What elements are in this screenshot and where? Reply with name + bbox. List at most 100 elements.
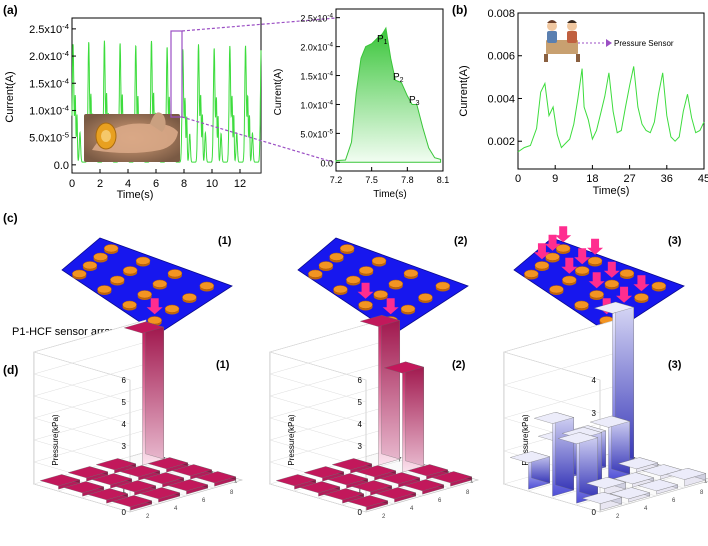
series-line [517, 66, 705, 153]
bar-top [67, 466, 109, 479]
z-grid [33, 341, 147, 375]
z-tick-label: 4 [122, 420, 127, 429]
x-tick-label: 27 [623, 173, 635, 185]
bar-top [87, 488, 129, 501]
y-tick-label: 1.0x10-4 [29, 103, 70, 117]
pressure-arrow-icon [357, 282, 374, 299]
sensor-dot [167, 269, 183, 278]
bar-top [299, 481, 341, 494]
bar-top [147, 457, 189, 470]
x-axis-label: Time(s) [373, 189, 407, 200]
z-grid [33, 385, 147, 419]
bar3d-chart-1: 012345621436587Pressure(kPa) [32, 319, 244, 520]
y-tick-label: 2.5x10-4 [300, 13, 333, 24]
bar-top [123, 321, 165, 334]
bar-chart-3-label: (3) [668, 359, 682, 371]
z-tick-label: 1 [122, 486, 127, 495]
x-tick-label: 7.5 [365, 175, 378, 185]
bar-top [617, 457, 659, 470]
z-tick-label: 0 [592, 508, 597, 517]
z-grid [503, 483, 601, 513]
z-grid [269, 373, 367, 403]
bar-top [383, 361, 425, 374]
bar-top [609, 487, 651, 500]
x-tick-label: 4 [174, 506, 178, 512]
pressure-arrow-icon [146, 298, 163, 315]
y-tick-label: 1 [234, 479, 238, 485]
sensor-dot [549, 285, 564, 294]
bar-top [347, 495, 389, 508]
bar-top [303, 466, 345, 479]
zoom-connector-top [181, 17, 337, 32]
sensor-dot [346, 275, 361, 284]
bar-side [381, 315, 400, 460]
sensor-dot [587, 256, 603, 265]
z-tick-label: 3 [122, 442, 127, 451]
sensor-array-3 [513, 226, 685, 335]
sensor-dot [308, 269, 323, 278]
z-grid [269, 395, 367, 425]
sensor-dot [82, 261, 98, 270]
bar-top [323, 488, 365, 501]
x-tick-label: 6 [438, 498, 442, 504]
y-tick-label: 1.5x10-4 [29, 76, 70, 90]
axes-frame [335, 8, 444, 172]
z-tick-label: 3 [358, 442, 363, 451]
x-tick-label: 0 [69, 178, 75, 190]
sensor-dot [400, 304, 416, 313]
x-tick-label: 8.1 [437, 175, 450, 185]
z-grid [269, 341, 383, 375]
sensor-dot [403, 269, 419, 278]
z-grid [503, 385, 617, 419]
z-grid [269, 483, 367, 513]
pressure-arrow-icon [574, 248, 591, 265]
bar-top [63, 481, 105, 494]
sensor-dot [135, 256, 151, 265]
sensor-dot [93, 252, 108, 261]
sensor-dot [122, 266, 138, 275]
bar-top [167, 479, 209, 492]
x-tick-label: 8 [466, 490, 470, 496]
z-grid [503, 384, 601, 414]
y-tick-label: 2.5x10-4 [29, 22, 70, 36]
sensor-dot [371, 256, 387, 265]
pressure-arrow-icon [561, 257, 578, 274]
sensor-dot [152, 279, 168, 288]
x-tick-label: 7.2 [330, 175, 343, 185]
z-grid [33, 373, 131, 403]
bar-top [431, 471, 473, 484]
bar-top [327, 473, 369, 486]
y-tick-label: 1.0x10-4 [300, 99, 333, 110]
z-grid [33, 407, 147, 441]
x-tick-label: 9 [552, 173, 558, 185]
bar-top [593, 301, 635, 314]
y-axis-label: Current(A) [273, 69, 284, 116]
bar-top [331, 458, 373, 471]
sensor-dot [137, 290, 152, 299]
z-grid [269, 319, 383, 353]
y-tick-label: 1 [704, 479, 708, 485]
bar-top [143, 472, 185, 485]
people-cartoon-inset [544, 20, 580, 62]
x-tick-label: 4 [125, 178, 131, 190]
pressure-arrow-icon [544, 234, 561, 251]
pressure-sensor-label: Pressure Sensor [614, 39, 674, 48]
z-axis-label: Pressure(kPa) [521, 414, 530, 465]
bar-top [589, 415, 631, 428]
zoom-window-box [170, 30, 183, 118]
bar-top [585, 477, 627, 489]
chart-b: 0.002 0.004 0.006 0.008 0 9 18 27 36 45 Pressure … [458, 8, 708, 197]
sensor-dot [103, 244, 119, 253]
bar-top [509, 451, 551, 463]
y-axis-label: Current(A) [4, 71, 16, 122]
z-grid [33, 395, 131, 425]
z-grid [33, 417, 131, 447]
sensor-dot [373, 290, 388, 299]
pressure-arrow-icon [616, 286, 633, 303]
z-axis-label: Pressure(kPa) [287, 414, 296, 465]
y-tick-label: 5.0x10-5 [300, 128, 333, 139]
z-tick-label: 0 [358, 508, 363, 517]
bar-top [375, 487, 417, 500]
x-tick-label: 2 [382, 514, 386, 520]
series-area [335, 26, 442, 163]
